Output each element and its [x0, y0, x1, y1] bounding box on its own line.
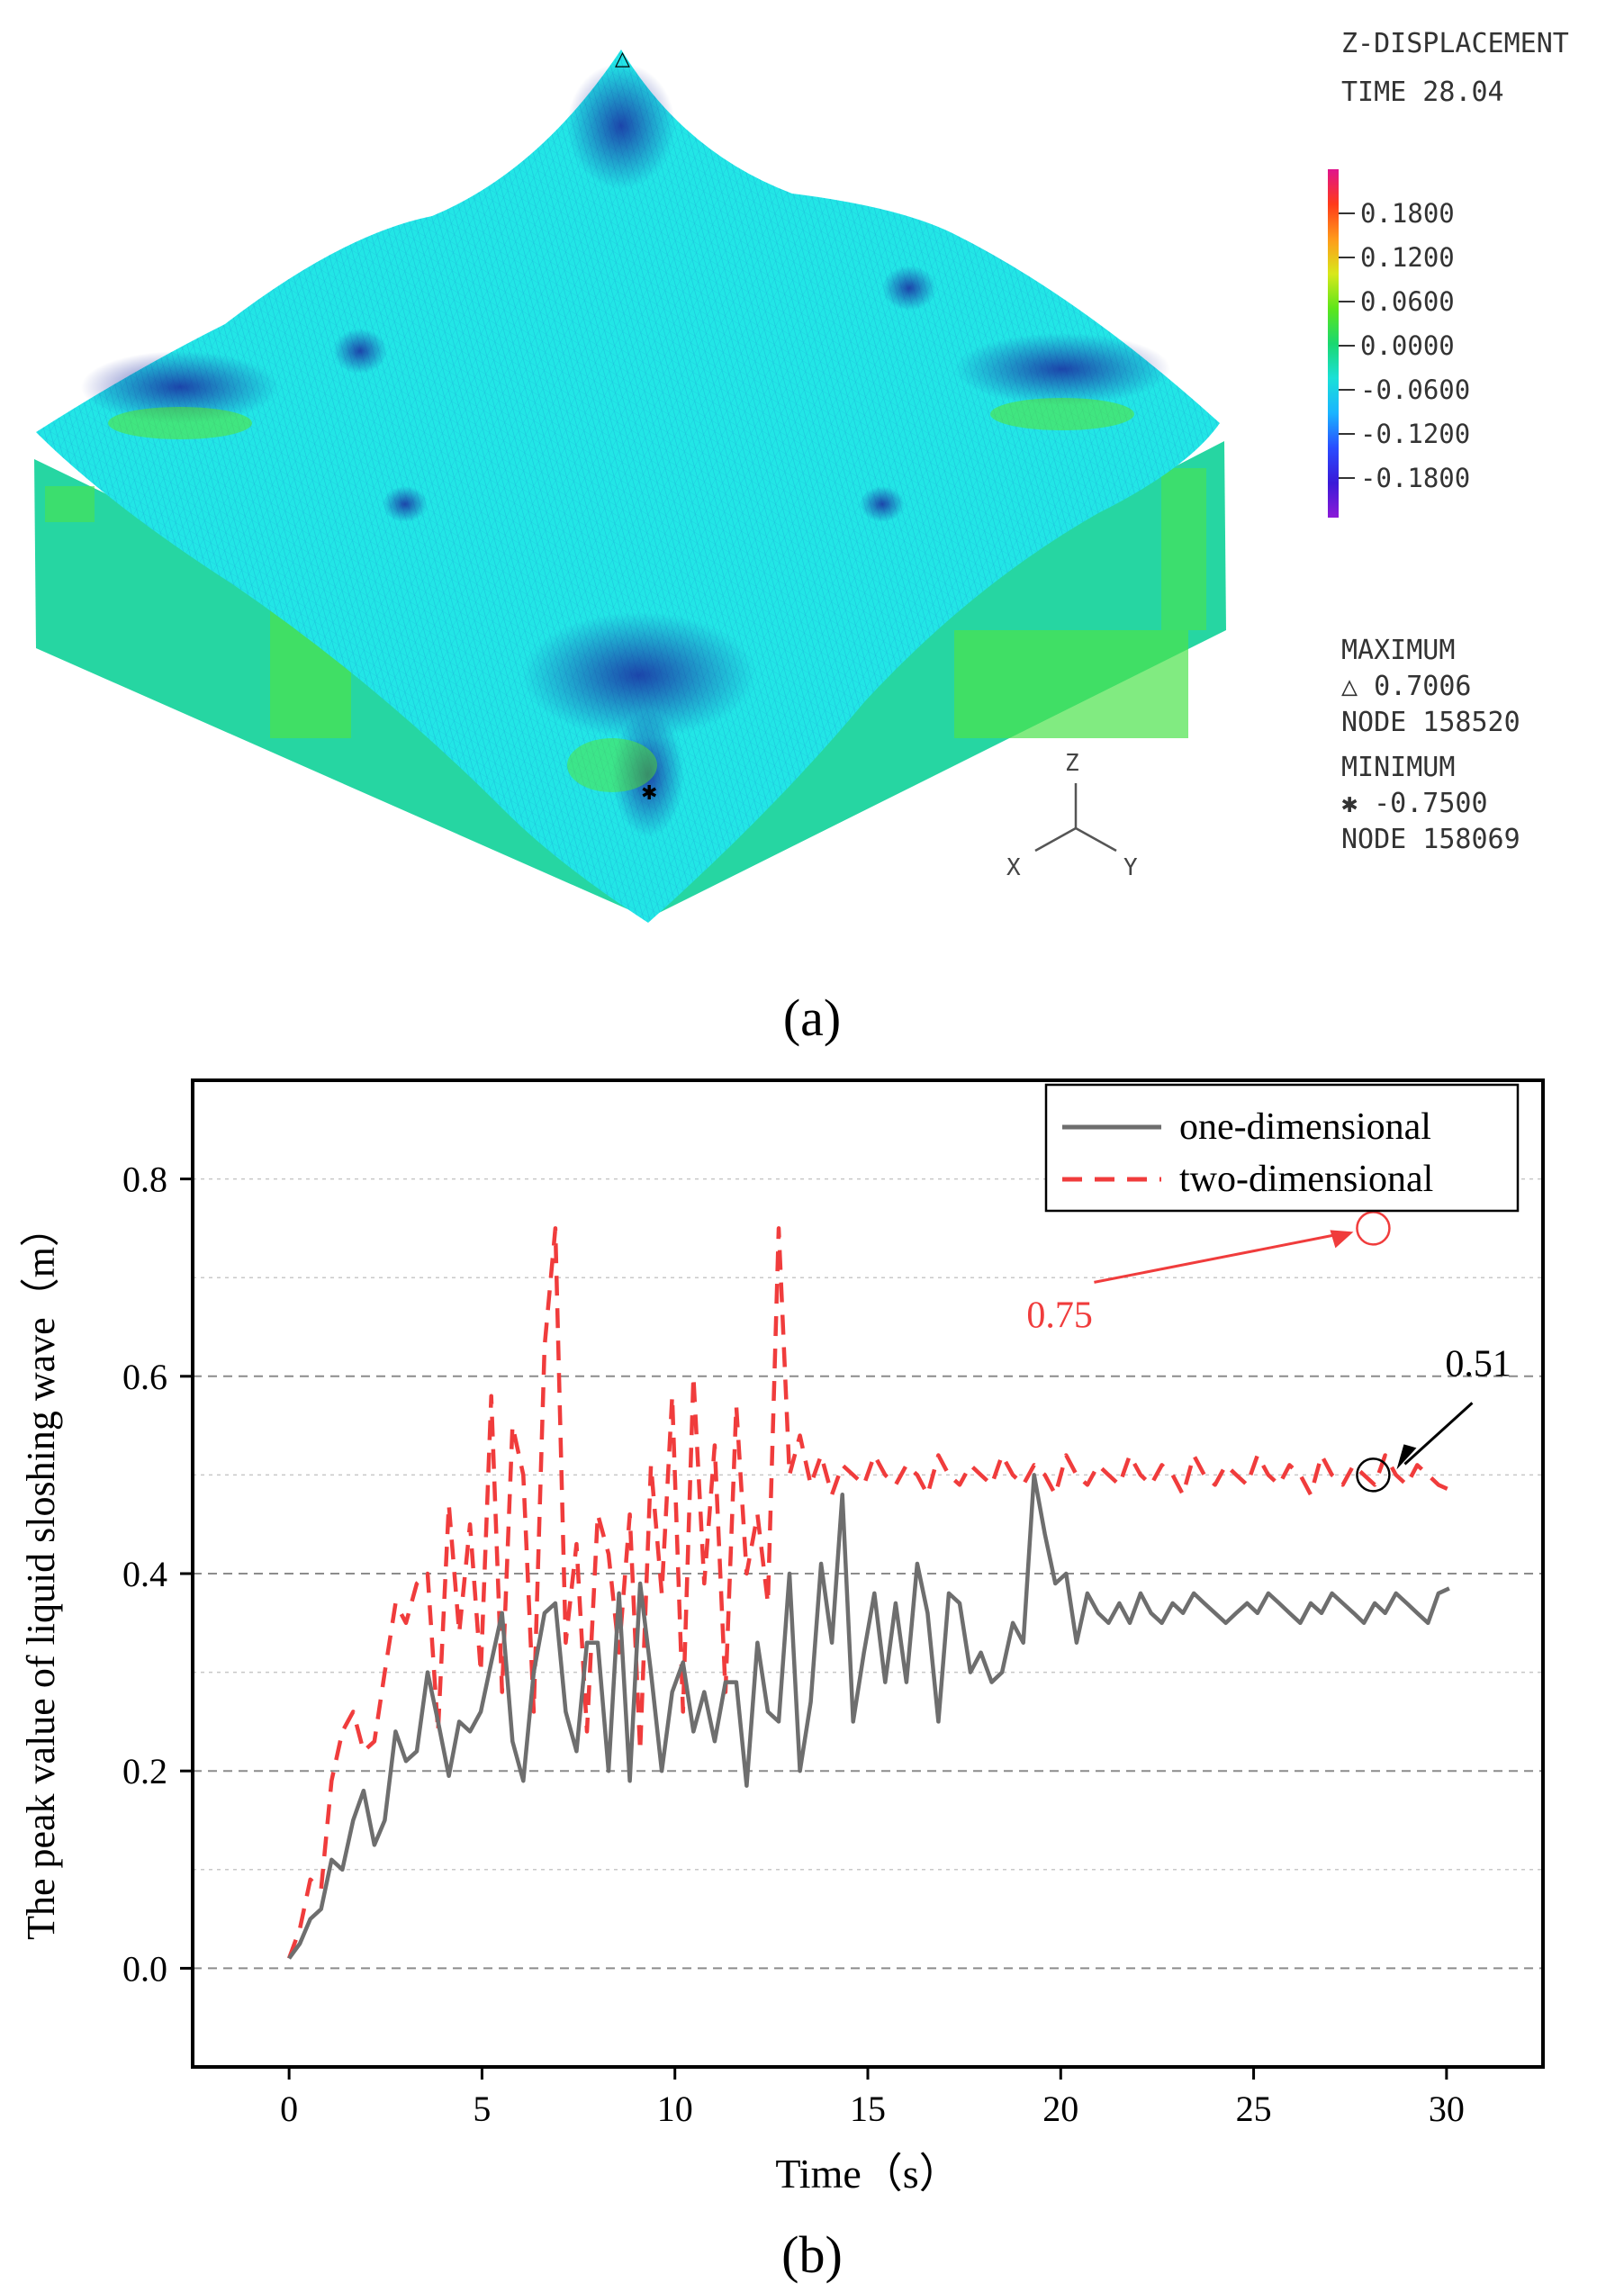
colorbar-strip	[1328, 169, 1339, 518]
colorbar-tick-label: 0.0600	[1360, 286, 1455, 317]
colorbar-tick-label: -0.0600	[1360, 374, 1470, 405]
y-tick-label: 0.0	[122, 1948, 167, 1989]
series-layer	[286, 1226, 1450, 1960]
annotation-label-two-dimensional: 0.75	[1026, 1295, 1093, 1336]
arrowhead	[1396, 1444, 1417, 1470]
triad-x-label: X	[1006, 854, 1021, 881]
minimum-label: MINIMUM	[1341, 752, 1455, 783]
x-tick-label: 0	[280, 2089, 298, 2129]
x-tick-label: 10	[657, 2089, 693, 2129]
triad-z-label: Z	[1065, 750, 1079, 777]
maximum-label: MAXIMUM	[1341, 635, 1455, 666]
side-green-patch	[1161, 468, 1206, 630]
annotation-layer: 0.75 0.51	[1026, 1211, 1511, 1493]
x-tick-label: 30	[1429, 2089, 1465, 2129]
colorbar-tick-label: 0.1800	[1360, 198, 1455, 229]
x-tick-label: 25	[1236, 2089, 1272, 2129]
series-line-one-dimensional	[287, 1473, 1450, 1960]
low-displacement-region	[522, 612, 756, 738]
low-displacement-region	[383, 486, 428, 522]
minimum-value: ✱ -0.7500	[1341, 788, 1488, 819]
colorbar-tick-label: -0.1200	[1360, 419, 1470, 449]
side-green-patch	[954, 630, 1188, 738]
low-displacement-region	[860, 486, 905, 522]
minimum-node: NODE 158069	[1341, 824, 1520, 855]
maximum-node: NODE 158520	[1341, 707, 1520, 738]
maximum-marker-icon: △	[615, 47, 630, 69]
series-line-two-dimensional	[286, 1226, 1450, 1960]
colorbar-tick-label: -0.1800	[1360, 463, 1470, 493]
chart-gridlines	[193, 1178, 1543, 1970]
peak-circle-two-dimensional	[1356, 1211, 1391, 1246]
low-displacement-region	[612, 711, 684, 837]
legend-title-line-2: TIME 28.04	[1341, 77, 1504, 108]
maximum-value: △ 0.7006	[1341, 671, 1472, 702]
low-displacement-region	[567, 63, 675, 189]
annotation-label-one-dimensional: 0.51	[1445, 1343, 1511, 1385]
low-displacement-region	[333, 329, 387, 374]
y-tick-label: 0.2	[122, 1751, 167, 1791]
low-displacement-region	[882, 266, 936, 311]
chart-legend: one-dimensional two-dimensional	[1044, 1083, 1520, 1213]
legend-label-two-dimensional: two-dimensional	[1179, 1159, 1433, 1200]
neutral-displacement-region	[108, 407, 252, 439]
y-axis-label: The peak value of liquid sloshing wave（m…	[19, 1207, 63, 1940]
panel-b-caption: (b)	[781, 2225, 843, 2284]
tank-front-right-face	[630, 441, 1226, 918]
colorbar-ticks: 0.1800 0.1200 0.0600 0.0000 -0.0600 -0.1200 -0…	[1339, 198, 1470, 493]
y-tick-label: 0.6	[122, 1357, 167, 1397]
panel-a-contour-plot: △ ✱ Z-DISPLACEMENT TIME 28.04 0.1800 0.12…	[34, 28, 1569, 1047]
neutral-displacement-region	[990, 398, 1134, 430]
annotation-arrow-two-dimensional	[1094, 1231, 1347, 1284]
y-tick-label: 0.4	[122, 1554, 167, 1594]
x-tick-label: 5	[473, 2089, 491, 2129]
mesh-overlay	[36, 50, 1220, 923]
panel-a-caption: (a)	[783, 988, 841, 1047]
x-axis-ticks: 0 5 10 15 20 25 30	[280, 2067, 1465, 2129]
annotation-arrow-one-dimensional	[1403, 1402, 1474, 1466]
colorbar	[1328, 169, 1339, 518]
x-axis-label: Time（s）	[775, 2151, 960, 2197]
panel-b-line-chart: 0 5 10 15 20 25 30 0.0 0.2 0.4 0.6 0.8 0.75 0.51 on…	[19, 1078, 1545, 2284]
triad-y-label: Y	[1123, 854, 1138, 881]
arrowhead	[1330, 1230, 1354, 1249]
x-tick-label: 15	[850, 2089, 886, 2129]
side-green-patch	[45, 486, 95, 522]
colorbar-tick-label: 0.0000	[1360, 330, 1455, 361]
peak-circle-one-dimensional	[1356, 1457, 1391, 1493]
low-displacement-region	[81, 351, 279, 423]
neutral-displacement-region	[567, 738, 657, 792]
y-tick-label: 0.8	[122, 1160, 167, 1200]
legend-label-one-dimensional: one-dimensional	[1179, 1106, 1431, 1148]
colorbar-tick-label: 0.1200	[1360, 242, 1455, 273]
x-tick-label: 20	[1042, 2089, 1078, 2129]
y-axis-ticks: 0.0 0.2 0.4 0.6 0.8	[122, 1160, 193, 1989]
axes-triad	[1034, 783, 1117, 853]
legend-title-line-1: Z-DISPLACEMENT	[1341, 28, 1569, 59]
low-displacement-region	[954, 333, 1170, 405]
minimum-marker-icon: ✱	[641, 781, 657, 804]
